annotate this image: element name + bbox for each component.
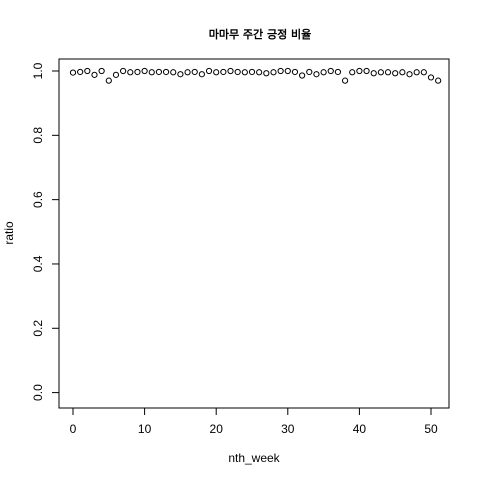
x-tick-label: 40 <box>353 422 367 436</box>
data-point <box>327 67 334 75</box>
data-point <box>320 69 327 76</box>
data-point <box>141 67 148 75</box>
x-axis-label: nth_week <box>228 451 280 465</box>
data-point <box>213 69 220 76</box>
data-point <box>191 68 198 76</box>
data-point <box>313 71 320 78</box>
data-point <box>356 67 363 75</box>
data-point <box>370 70 377 77</box>
data-point <box>134 68 141 76</box>
data-point <box>341 77 349 84</box>
data-point <box>112 71 120 78</box>
data-point <box>127 69 134 76</box>
data-point <box>241 69 248 76</box>
data-point <box>399 69 406 76</box>
x-tick-label: 10 <box>138 422 152 436</box>
data-point <box>77 68 84 76</box>
data-point <box>98 67 105 75</box>
chart-title: 마마무 주간 긍정 비율 <box>209 27 312 41</box>
data-points <box>69 67 442 84</box>
data-point <box>91 71 98 78</box>
data-point <box>392 70 399 77</box>
data-point <box>349 69 356 76</box>
data-point <box>198 71 205 78</box>
data-point <box>170 69 177 76</box>
data-point <box>334 68 342 76</box>
data-point <box>105 77 112 84</box>
data-point <box>248 68 256 76</box>
data-point <box>406 71 413 78</box>
data-point <box>84 67 91 75</box>
data-point <box>177 71 184 78</box>
data-point <box>384 69 392 76</box>
y-tick-label: 0.0 <box>31 384 45 401</box>
x-tick-label: 0 <box>70 422 77 436</box>
data-point <box>299 72 306 79</box>
data-point <box>227 67 234 75</box>
data-point <box>155 68 163 76</box>
data-point <box>420 69 427 76</box>
data-point <box>270 69 277 76</box>
y-tick-label: 1.0 <box>31 62 45 79</box>
x-axis: 0 10 20 30 40 50 <box>70 407 438 436</box>
data-point <box>377 69 384 76</box>
data-point <box>291 68 299 76</box>
data-point <box>363 67 370 75</box>
x-tick-label: 50 <box>424 422 438 436</box>
data-point <box>306 68 313 76</box>
y-axis: 0.0 0.2 0.4 0.6 0.8 1.0 <box>31 62 60 401</box>
data-point <box>148 69 155 76</box>
data-point <box>69 69 77 76</box>
y-tick-label: 0.2 <box>31 320 45 337</box>
data-point <box>220 68 227 76</box>
y-tick-label: 0.8 <box>31 127 45 144</box>
data-point <box>162 68 170 76</box>
x-tick-label: 30 <box>281 422 295 436</box>
data-point <box>256 69 263 76</box>
data-point <box>427 74 435 81</box>
data-point <box>120 67 127 75</box>
plot-area-frame <box>58 58 450 409</box>
data-point <box>205 67 213 75</box>
data-point <box>234 68 241 76</box>
y-axis-label: ratio <box>2 221 16 245</box>
y-tick-label: 0.4 <box>31 255 45 272</box>
y-tick-label: 0.6 <box>31 191 45 208</box>
data-point <box>184 69 191 76</box>
data-point <box>435 77 442 84</box>
data-point <box>413 69 420 76</box>
data-point <box>284 67 291 75</box>
data-point <box>277 67 284 75</box>
data-point <box>263 70 270 77</box>
x-tick-label: 20 <box>210 422 224 436</box>
